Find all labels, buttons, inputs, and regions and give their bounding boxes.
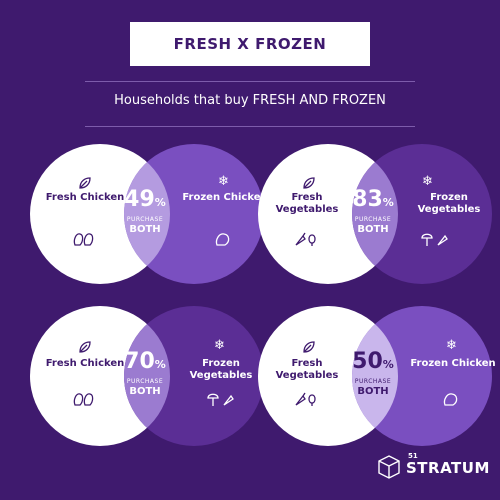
frozen-label: Frozen Vegetables bbox=[189, 358, 253, 381]
snowflake-icon: ❄ bbox=[422, 174, 433, 189]
vegetables-icon bbox=[295, 392, 316, 406]
fresh-label: Fresh Vegetables bbox=[275, 192, 339, 215]
venn-circles bbox=[30, 144, 264, 284]
venn-fresh-vegetables-frozen-chicken: Fresh Vegetables 50% PURCHASE BOTH Froze… bbox=[258, 306, 498, 446]
overlap-region bbox=[124, 144, 170, 284]
purchase-text: PURCHASE bbox=[354, 216, 392, 223]
percent-value: 49% bbox=[124, 187, 166, 212]
frozen-vegetables-icon bbox=[421, 233, 448, 246]
frozen-vegetables-icon bbox=[207, 393, 234, 406]
brand-mark: 51 bbox=[408, 452, 418, 460]
both-text: BOTH bbox=[357, 386, 389, 397]
brand-name: STRATUM bbox=[406, 459, 490, 477]
frozen-label: Frozen Chicken bbox=[182, 192, 268, 203]
fresh-label: Fresh Chicken bbox=[45, 358, 125, 369]
chicken-icon bbox=[73, 233, 94, 246]
page-subtitle: Households that buy FRESH AND FROZEN bbox=[114, 93, 386, 108]
purchase-text: PURCHASE bbox=[354, 378, 392, 385]
frozen-chicken-icon bbox=[215, 233, 230, 246]
frozen-chicken-icon bbox=[443, 393, 458, 406]
chicken-icon bbox=[73, 393, 94, 406]
leaf-icon bbox=[79, 341, 91, 353]
leaf-icon bbox=[303, 341, 315, 353]
percent-block: 83% PURCHASE BOTH bbox=[343, 187, 403, 236]
divider-bottom bbox=[85, 126, 415, 127]
snowflake-icon: ❄ bbox=[218, 174, 229, 189]
brand-logo: 51 STRATUM bbox=[378, 452, 490, 482]
both-text: BOTH bbox=[129, 224, 161, 235]
percent-value: 70% bbox=[124, 349, 166, 374]
vegetables-icon bbox=[295, 232, 316, 246]
percent-block: 70% PURCHASE BOTH bbox=[115, 349, 175, 398]
venn-fresh-vegetables-frozen-vegetables: Fresh Vegetables 83% PURCHASE BOTH Froze… bbox=[258, 144, 498, 284]
venn-circles bbox=[258, 306, 492, 446]
snowflake-icon: ❄ bbox=[214, 338, 225, 353]
snowflake-icon: ❄ bbox=[446, 338, 457, 353]
fresh-label: Fresh Chicken bbox=[45, 192, 125, 203]
frozen-label: Frozen Chicken bbox=[410, 358, 496, 369]
percent-block: 50% PURCHASE BOTH bbox=[343, 349, 403, 398]
both-text: BOTH bbox=[357, 224, 389, 235]
percent-value: 83% bbox=[352, 187, 394, 212]
frozen-label: Frozen Vegetables bbox=[417, 192, 481, 215]
venn-fresh-chicken-frozen-chicken: Fresh Chicken 49% PURCHASE BOTH Frozen C… bbox=[30, 144, 270, 284]
overlap-region bbox=[124, 306, 170, 446]
page-title: FRESH X FROZEN bbox=[173, 35, 327, 53]
divider-top bbox=[85, 81, 415, 82]
venn-circles bbox=[258, 144, 492, 284]
overlap-region bbox=[352, 306, 398, 446]
purchase-text: PURCHASE bbox=[126, 378, 164, 385]
fresh-label: Fresh Vegetables bbox=[275, 358, 339, 381]
percent-value: 50% bbox=[352, 349, 394, 374]
title-box: FRESH X FROZEN bbox=[130, 22, 370, 66]
percent-block: 49% PURCHASE BOTH bbox=[115, 187, 175, 236]
cube-icon bbox=[378, 455, 400, 479]
overlap-region bbox=[352, 144, 398, 284]
leaf-icon bbox=[303, 177, 315, 189]
purchase-text: PURCHASE bbox=[126, 216, 164, 223]
both-text: BOTH bbox=[129, 386, 161, 397]
leaf-icon bbox=[79, 177, 91, 189]
venn-fresh-chicken-frozen-vegetables: Fresh Chicken 70% PURCHASE BOTH Frozen V… bbox=[30, 306, 270, 446]
venn-circles bbox=[30, 306, 264, 446]
